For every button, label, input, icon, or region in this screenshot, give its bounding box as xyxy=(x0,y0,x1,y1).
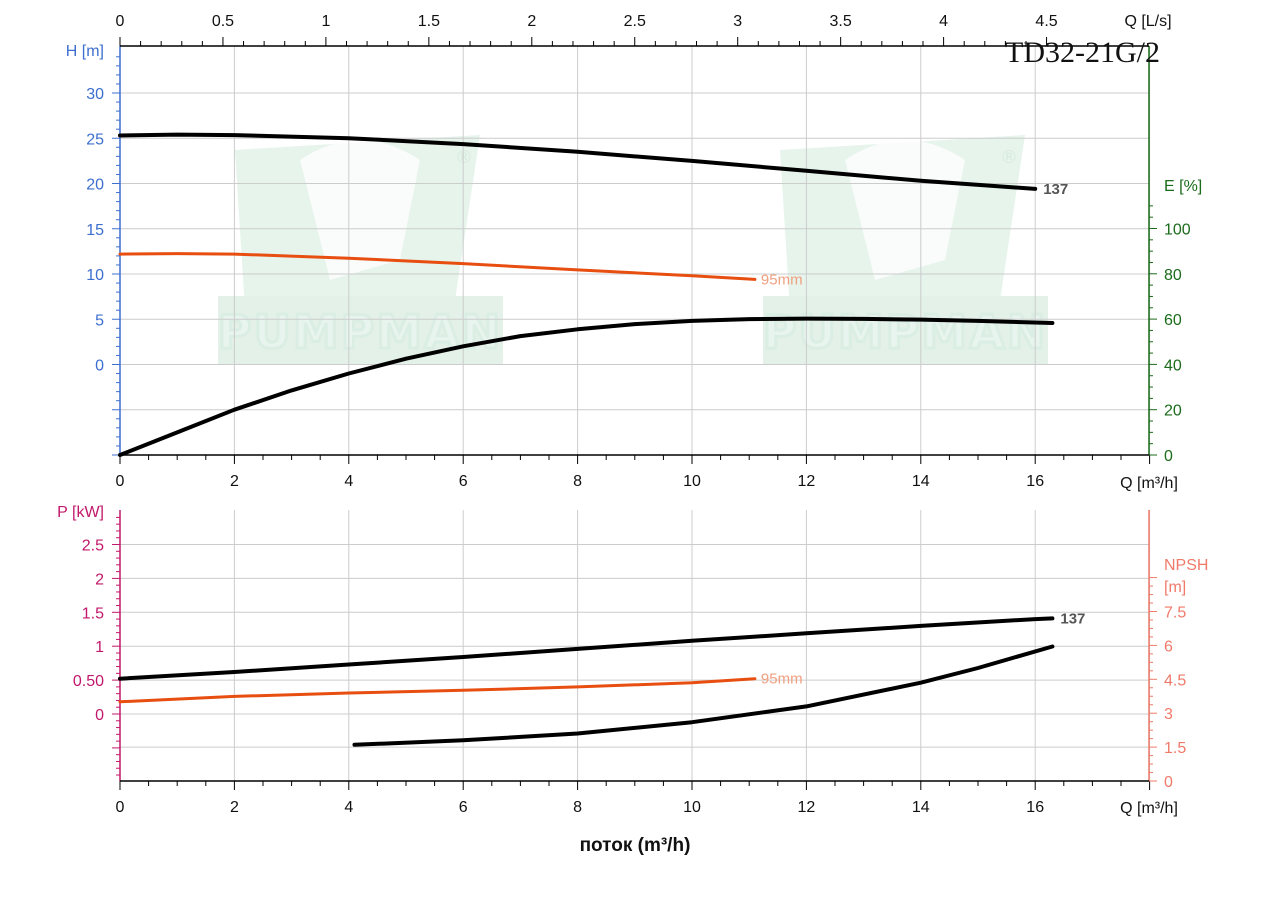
labels-layer: 137 95mm 137 95mm xyxy=(761,181,1085,688)
npsh-axis-label-line1: NPSH xyxy=(1164,557,1208,574)
p-axis-label: P [kW] xyxy=(57,504,104,521)
top-x-tick-label: 16 xyxy=(1026,473,1044,490)
curves-layer xyxy=(118,132,1055,747)
bottom-x-tick-label: 6 xyxy=(459,799,468,816)
h-tick-label: 0 xyxy=(95,358,104,375)
grid-layer xyxy=(120,46,1151,781)
top-x2-tick-label: 4 xyxy=(939,13,948,30)
e-tick-label: 100 xyxy=(1164,222,1191,239)
bottom-curve-npsh xyxy=(352,644,1055,747)
h-tick-label: 25 xyxy=(86,131,104,148)
bottom-x-tick-label: 8 xyxy=(573,799,582,816)
npsh-tick-label: 7.5 xyxy=(1164,605,1186,622)
npsh-tick-label: 4.5 xyxy=(1164,672,1186,689)
h-tick-label: 10 xyxy=(86,267,104,284)
e-tick-label: 60 xyxy=(1164,312,1182,329)
top-x-tick-label: 10 xyxy=(683,473,701,490)
top-x-tick-label: 6 xyxy=(459,473,468,490)
top-x2-tick-label: 1 xyxy=(321,13,330,30)
top-x2-tick-label: 4.5 xyxy=(1035,13,1057,30)
bottom-x-tick-label: 10 xyxy=(683,799,701,816)
e-tick-label: 40 xyxy=(1164,357,1182,374)
p-tick-label: 2.5 xyxy=(82,538,104,555)
top-x2-tick-label: 2.5 xyxy=(624,13,646,30)
p-tick-label: 0 xyxy=(95,707,104,724)
top-curve-e xyxy=(118,316,1055,457)
bottom-series-label-137: 137 xyxy=(1060,610,1085,627)
wm-left-text: PUMPMAN xyxy=(218,305,502,359)
top-x-tick-label: 8 xyxy=(573,473,582,490)
bottom-x-tick-label: 0 xyxy=(116,799,125,816)
wm-right-registered-mark: ® xyxy=(1000,147,1018,168)
bottom-curve-p-95mm xyxy=(118,677,757,704)
top-curve-h-95mm xyxy=(118,252,757,281)
bottom-series-label-95mm: 95mm xyxy=(761,671,803,688)
top-x-tick-label: 4 xyxy=(344,473,353,490)
h-tick-label: 20 xyxy=(86,177,104,194)
bottom-x-axis-label: Q [m³/h] xyxy=(1120,800,1178,817)
bottom-x-tick-label: 16 xyxy=(1026,799,1044,816)
top-x2-tick-label: 0.5 xyxy=(212,13,234,30)
top-x2-tick-label: 0 xyxy=(116,13,125,30)
top-x-tick-label: 0 xyxy=(116,473,125,490)
top-curve-h-137 xyxy=(118,132,1038,191)
p-tick-label: 2 xyxy=(95,571,104,588)
npsh-tick-label: 6 xyxy=(1164,638,1173,655)
top-x-tick-label: 12 xyxy=(798,473,816,490)
npsh-tick-label: 0 xyxy=(1164,774,1173,791)
npsh-axis-label-line2: [m] xyxy=(1164,579,1186,596)
top-series-label-95mm: 95mm xyxy=(761,271,803,288)
top-x2-tick-label: 1.5 xyxy=(418,13,440,30)
axes-layer: 0 2 4 6 8 10 12 14 160 2 4 6 8 10 12 14 16Q [m³/h]Q [m³/… xyxy=(57,13,1208,817)
npsh-tick-label: 1.5 xyxy=(1164,740,1186,757)
top-x2-tick-label: 2 xyxy=(527,13,536,30)
h-tick-label: 5 xyxy=(95,312,104,329)
wm-right-banner xyxy=(763,296,1048,364)
wm-left-registered-mark: ® xyxy=(455,147,473,168)
wm-right-text: PUMPMAN xyxy=(763,305,1047,359)
e-tick-label: 80 xyxy=(1164,267,1182,284)
watermark-layer: ® PUMPMAN ® PUMPMAN xyxy=(216,135,1048,364)
top-x-axis-label: Q [m³/h] xyxy=(1120,475,1178,492)
npsh-tick-label: 3 xyxy=(1164,706,1173,723)
chart-title: TD32-21G/2 xyxy=(1005,36,1160,69)
bottom-x-tick-label: 14 xyxy=(912,799,930,816)
h-tick-label: 30 xyxy=(86,86,104,103)
p-tick-label: 1 xyxy=(95,639,104,656)
top-x-tick-label: 14 xyxy=(912,473,930,490)
bottom-x-tick-label: 12 xyxy=(798,799,816,816)
x-axis-bottom-label: поток (m³/h) xyxy=(580,835,691,856)
bottom-x-tick-label: 4 xyxy=(344,799,353,816)
top-x2-tick-label: 3 xyxy=(733,13,742,30)
p-tick-label: 1.5 xyxy=(82,605,104,622)
wm-left-face xyxy=(300,140,420,280)
bottom-curve-p-137 xyxy=(118,616,1055,681)
top-x2-tick-label: 3.5 xyxy=(830,13,852,30)
top-series-label-137: 137 xyxy=(1043,181,1068,198)
top-x2-axis-label: Q [L/s] xyxy=(1124,13,1171,30)
e-axis-label: E [%] xyxy=(1164,178,1202,195)
bottom-x-tick-label: 2 xyxy=(230,799,239,816)
e-tick-label: 20 xyxy=(1164,403,1182,420)
top-x-tick-label: 2 xyxy=(230,473,239,490)
p-tick-label: 0.50 xyxy=(73,673,104,690)
h-tick-label: 15 xyxy=(86,222,104,239)
h-axis-label: H [m] xyxy=(66,43,104,60)
e-tick-label: 0 xyxy=(1164,448,1173,465)
wm-left-banner xyxy=(218,296,503,364)
